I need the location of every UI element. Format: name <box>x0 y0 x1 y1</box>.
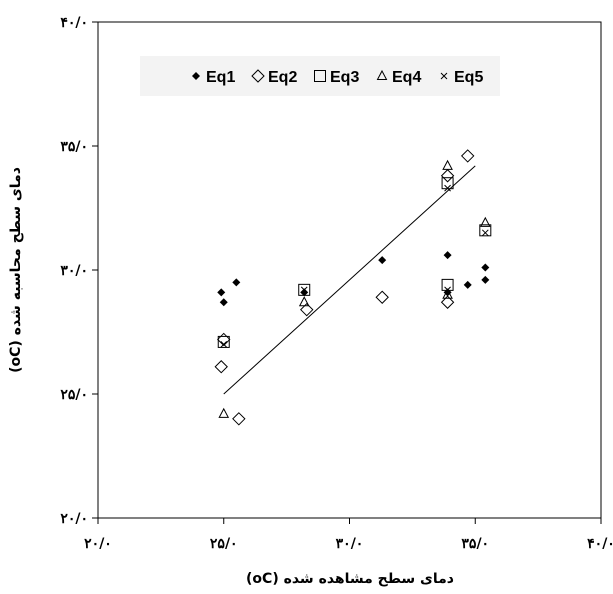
point-eq4 <box>442 159 453 170</box>
y-tick-label: ۲۵/۰ <box>60 387 88 403</box>
point-eq2 <box>232 412 246 426</box>
point-eq2 <box>217 332 231 347</box>
y-tick-label: ۴۰/۰ <box>60 15 88 31</box>
point-eq1 <box>219 298 228 307</box>
y-axis-title: دمای سطح محاسبه شده (oC) <box>8 167 24 373</box>
legend-marker-eq4 <box>376 69 388 80</box>
point-eq2 <box>440 295 455 309</box>
x-tick-label: ۲۵/۰ <box>210 536 238 552</box>
point-eq1 <box>217 288 226 297</box>
point-eq2 <box>214 360 228 374</box>
x-tick-label: ۳۵/۰ <box>461 536 489 552</box>
legend-label-eq1: Eq1 <box>206 69 235 86</box>
point-eq4 <box>442 288 453 299</box>
point-eq4 <box>298 296 310 307</box>
point-eq1 <box>443 251 452 260</box>
legend-marker-eq3 <box>314 70 326 82</box>
point-eq1 <box>481 275 490 284</box>
point-eq1 <box>463 280 472 289</box>
point-eq4 <box>479 216 491 227</box>
x-axis-title: دمای سطح مشاهده شده (oC) <box>246 571 454 587</box>
point-eq5 <box>481 229 489 237</box>
legend-marker-eq1 <box>192 72 200 80</box>
point-eq2 <box>375 290 389 304</box>
legend-label-eq4: Eq4 <box>392 69 421 86</box>
point-eq3 <box>479 224 492 237</box>
legend-label-eq3: Eq3 <box>330 69 359 86</box>
legend: Eq1 Eq2 Eq3 Eq4 Eq5 <box>192 69 483 86</box>
y-tick-label: ۳۰/۰ <box>60 263 88 279</box>
y-tick-label: ۲۰/۰ <box>60 511 88 527</box>
x-tick-label: ۳۰/۰ <box>336 536 364 552</box>
point-eq1 <box>481 263 490 272</box>
x-tick-label: ۴۰/۰ <box>587 536 613 552</box>
axis-ticks: ۲۰/۰ ۲۵/۰ ۳۰/۰ ۳۵/۰ ۴۰/۰ ۲۰/۰ ۲۵/۰ ۳۰/۰ ۳۵/۰ ۴۰/۰ <box>60 15 613 552</box>
legend-marker-eq5 <box>440 72 448 80</box>
point-eq4 <box>218 407 230 418</box>
point-eq2 <box>460 149 475 163</box>
point-eq3 <box>217 335 230 348</box>
trendline <box>223 165 476 395</box>
point-eq5 <box>444 286 451 294</box>
legend-label-eq5: Eq5 <box>454 69 483 86</box>
x-tick-label: ۲۰/۰ <box>84 536 112 552</box>
plot-area <box>97 21 602 519</box>
point-eq2 <box>300 302 314 317</box>
point-eq5 <box>444 184 451 192</box>
plot-marks <box>214 149 492 426</box>
point-eq1 <box>232 278 241 287</box>
point-eq3 <box>298 283 311 296</box>
y-tick-label: ۳۵/۰ <box>60 139 88 155</box>
point-eq5 <box>220 341 228 348</box>
point-eq2 <box>440 169 455 183</box>
point-eq1 <box>300 288 309 297</box>
legend-label-eq2: Eq2 <box>268 69 297 86</box>
point-eq1 <box>378 256 387 265</box>
point-eq5 <box>300 286 308 294</box>
legend-marker-eq2 <box>251 69 265 83</box>
